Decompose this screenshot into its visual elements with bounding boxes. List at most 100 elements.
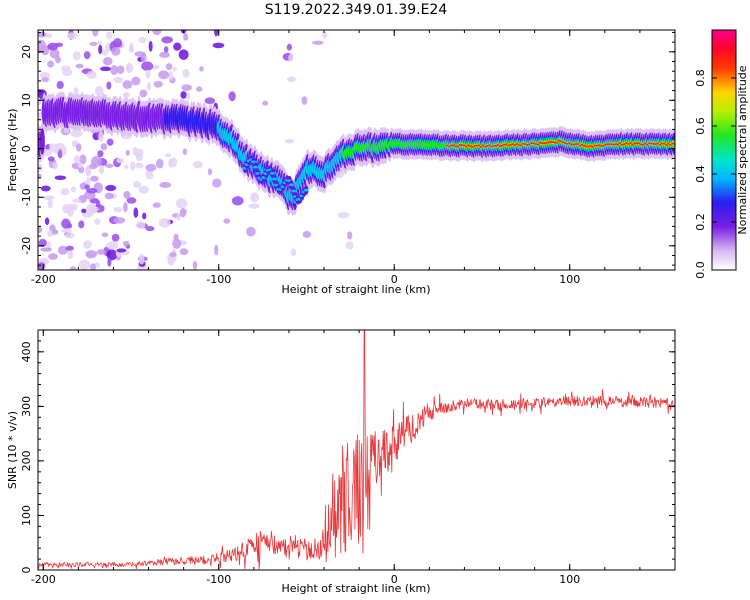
spectrogram-noise-cell xyxy=(192,260,198,270)
colorbar-frame xyxy=(711,29,737,271)
spectrogram-noise-cell xyxy=(113,217,126,224)
spectrogram-noise-cell xyxy=(106,81,112,90)
colorbar: 0.0 0.2 0.4 0.6 0.8 Normalized spectral ampl… xyxy=(694,29,749,279)
spectrogram-ridge-cell xyxy=(291,189,296,193)
snr-y-tick-label: 0 xyxy=(20,567,33,574)
spectrogram-y-tick-label: -20 xyxy=(20,237,33,255)
spectrogram-noise-cell xyxy=(55,55,61,64)
spectrogram-noise-cell xyxy=(192,160,204,169)
spectrogram-noise-cell xyxy=(287,76,296,83)
spectrogram-noise-cell xyxy=(113,76,124,84)
spectrogram-noise-cell xyxy=(60,187,70,196)
spectrogram-noise-cell xyxy=(41,77,50,83)
colorbar-ticks: 0.0 0.2 0.4 0.6 0.8 xyxy=(694,69,736,279)
spectrogram-noise-cell xyxy=(153,80,163,88)
spectrogram-noise-cell xyxy=(111,233,120,242)
spectrogram-noise-cell xyxy=(167,256,175,266)
spectrogram-noise-cell xyxy=(70,186,76,193)
spectrogram-noise-cell xyxy=(101,232,109,238)
spectrogram-noise-cell xyxy=(214,30,219,37)
spectrogram-noise-cell xyxy=(158,218,171,228)
snr-x-tick-label: -200 xyxy=(31,573,56,586)
spectrogram-noise-cell xyxy=(128,45,135,54)
spectrogram-noise-cell xyxy=(116,158,125,164)
spectrogram-noise-cell xyxy=(138,253,145,265)
spectrogram-noise-cell xyxy=(161,36,173,44)
spectrogram-noise-cell xyxy=(67,250,74,259)
spectrogram-noise-cell xyxy=(38,89,44,95)
spectrogram-noise-cell xyxy=(106,241,118,250)
spectrogram-noise-cell xyxy=(223,218,231,224)
spectrogram-noise-cell xyxy=(165,63,173,71)
spectrogram-noise-cell xyxy=(145,225,155,232)
spectrogram-noise-cell xyxy=(99,66,112,72)
snr-y-label: SNR (10 * v/v) xyxy=(6,411,19,489)
spectrogram-noise-cell xyxy=(44,217,50,225)
spectrogram-noise-cell xyxy=(288,53,294,63)
spectrogram-noise-cell xyxy=(40,247,53,252)
spectrogram-noise-cell xyxy=(113,207,123,213)
spectrogram-y-label: Frequency (Hz) xyxy=(6,109,19,192)
spectrogram-ridge-cell xyxy=(671,142,675,145)
spectrogram-noise-cell xyxy=(262,100,269,106)
spectrogram-noise-cell xyxy=(47,60,55,68)
spectrogram-noise-cell xyxy=(113,38,123,48)
spectrogram-noise-cell xyxy=(40,185,51,192)
spectrogram-noise-cell xyxy=(66,32,78,40)
spectrogram-noise-cell xyxy=(61,228,73,233)
spectrogram-noise-cell xyxy=(40,45,50,56)
spectrogram-noise-cell xyxy=(158,70,170,80)
spectrogram-noise-cell xyxy=(60,65,71,72)
spectrogram-noise-cell xyxy=(38,226,43,234)
spectrogram-noise-cell xyxy=(72,198,82,203)
spectrogram-noise-cell xyxy=(311,40,324,45)
spectrogram-noise-cell xyxy=(90,175,99,182)
colorbar-tick-label: 0.4 xyxy=(694,165,707,183)
spectrogram-noise-cell xyxy=(86,70,97,80)
spectrogram-noise-cell xyxy=(146,82,152,91)
chart-title: S119.2022.349.01.39.E24 xyxy=(265,2,448,18)
spectrogram-x-label: Height of straight line (km) xyxy=(281,283,430,296)
spectrogram-noise-cell xyxy=(101,49,108,56)
spectrogram-noise-cell xyxy=(89,198,100,204)
spectrogram-noise-cell xyxy=(94,86,104,96)
spectrogram-noise-cell xyxy=(138,36,147,44)
spectrogram-noise-cell xyxy=(46,33,53,39)
spectrogram-noise-cell xyxy=(47,42,59,51)
spectrogram-noise-cell xyxy=(179,207,187,218)
spectrogram-noise-cell xyxy=(125,149,130,156)
spectrogram-noise-cell xyxy=(290,248,297,257)
spectrogram-noise-cell xyxy=(104,192,114,200)
spectrogram-noise-cell xyxy=(152,30,162,36)
spectrogram-noise-cell xyxy=(135,162,144,169)
spectrogram-noise-cell xyxy=(97,150,104,158)
spectrogram-noise-cell xyxy=(77,162,83,169)
snr-y-tick-label: 400 xyxy=(20,341,33,362)
spectrogram-noise-cell xyxy=(207,168,213,176)
spectrogram-noise-cell xyxy=(70,129,83,138)
spectrogram-noise-cell xyxy=(85,250,98,258)
spectrogram-noise-cell xyxy=(228,91,236,102)
spectrogram-noise-cell xyxy=(85,165,92,177)
spectrogram-noise-cell xyxy=(61,145,67,157)
spectrogram-noise-cell xyxy=(75,63,84,69)
spectrogram-noise-cell xyxy=(106,138,114,146)
spectrogram-noise-cell xyxy=(169,252,177,258)
spectrogram-noise-cell xyxy=(72,51,81,61)
spectrogram-noise-cell xyxy=(67,223,73,229)
spectrogram-noise-cell xyxy=(196,86,203,92)
snr-y-tick-label: 200 xyxy=(20,450,33,471)
spectrogram-image xyxy=(38,30,675,270)
snr-x-tick-label: 0 xyxy=(391,573,398,586)
spectrogram-noise-cell xyxy=(92,30,99,37)
spectrogram-noise-cell xyxy=(302,231,312,238)
spectrogram-noise-cell xyxy=(39,71,51,79)
spectrogram-noise-cell xyxy=(301,96,308,105)
colorbar-tick-label: 0.2 xyxy=(694,213,707,231)
colorbar-tick-label: 0.8 xyxy=(694,69,707,87)
spectrogram-noise-cell xyxy=(47,230,54,238)
spectrogram-noise-cell xyxy=(169,157,178,167)
spectrogram-noise-cell xyxy=(122,240,130,247)
spectrogram-noise-cell xyxy=(96,249,107,255)
snr-x-label: Height of straight line (km) xyxy=(281,582,430,595)
